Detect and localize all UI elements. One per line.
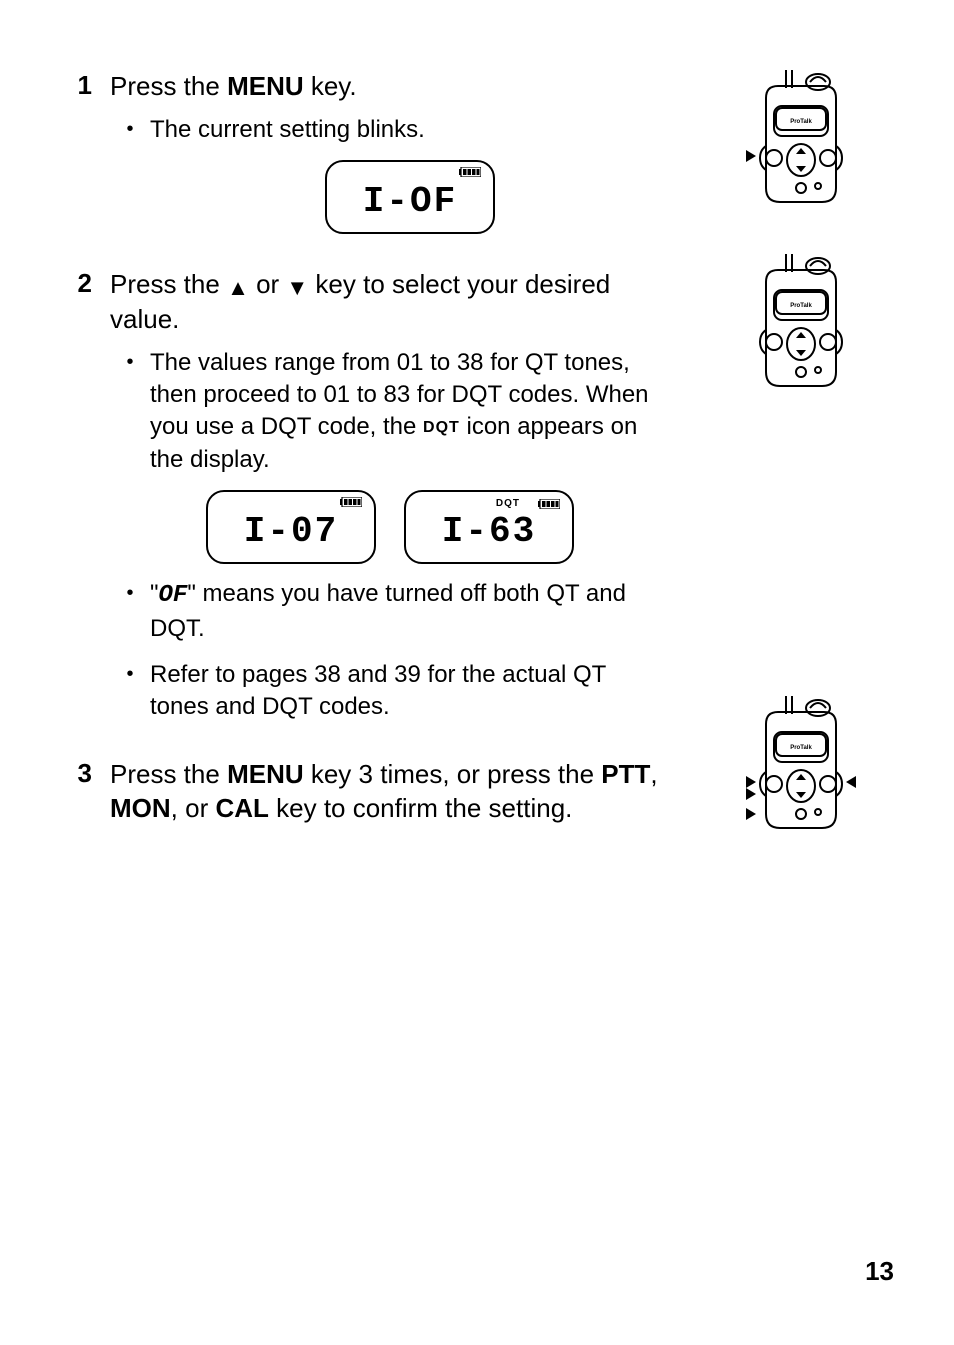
step-text: Press the MENU key. • The current settin… [110,70,670,248]
radio-illustration-2: ProTalk [746,252,856,402]
sub-item: • The current setting blinks. [110,114,670,146]
manual-page: 1 Press the MENU key. • The current sett… [0,0,954,1345]
sub-list: • "OF" means you have turned off both QT… [110,578,670,724]
lcd-top-icons [340,497,362,507]
sub-item: • "OF" means you have turned off both QT… [110,578,670,645]
page-number: 13 [865,1256,894,1287]
radio-illustration-1: ProTalk [746,68,856,218]
battery-icon [538,499,560,509]
svg-text:ProTalk: ProTalk [790,119,812,125]
lcd-display: I-07 [206,490,376,564]
step-number: 2 [60,268,110,738]
sub-item: • The values range from 01 to 38 for QT … [110,347,670,477]
svg-text:ProTalk: ProTalk [790,303,812,309]
sub-text: The current setting blinks. [150,114,670,146]
step-text: Press the ▲ or ▼ key to select your desi… [110,268,670,738]
lcd-top-icons [459,167,481,177]
sub-text: The values range from 01 to 38 for QT to… [150,347,670,477]
sub-list: • The current setting blinks. [110,114,670,146]
down-triangle-icon: ▼ [286,274,308,303]
bullet-icon: • [110,578,150,645]
step-text: Press the MENU key 3 times, or press the… [110,758,670,826]
bullet-icon: • [110,347,150,477]
radio-illustration-3: ProTalk [746,694,856,844]
step-number: 1 [60,70,110,248]
sub-item: • Refer to pages 38 and 39 for the actua… [110,659,670,724]
bullet-icon: • [110,114,150,146]
battery-icon [340,497,362,507]
step-number: 3 [60,758,110,826]
lcd-value: I-63 [406,509,572,556]
svg-text:ProTalk: ProTalk [790,745,812,751]
lcd-top-icons: DQT [496,497,560,510]
lcd-row: I-07 DQT I-63 [110,490,670,564]
sub-list: • The values range from 01 to 38 for QT … [110,347,670,477]
lcd-display: DQT I-63 [404,490,574,564]
sub-text: Refer to pages 38 and 39 for the actual … [150,659,670,724]
up-triangle-icon: ▲ [227,274,249,303]
lcd-value: I-07 [208,509,374,556]
lcd-value: I-OF [327,179,493,226]
lcd-row: I-OF [150,160,670,234]
sub-text: "OF" means you have turned off both QT a… [150,578,670,645]
bullet-icon: • [110,659,150,724]
dqt-icon: DQT [496,497,520,510]
battery-icon [459,167,481,177]
lcd-display: I-OF [325,160,495,234]
